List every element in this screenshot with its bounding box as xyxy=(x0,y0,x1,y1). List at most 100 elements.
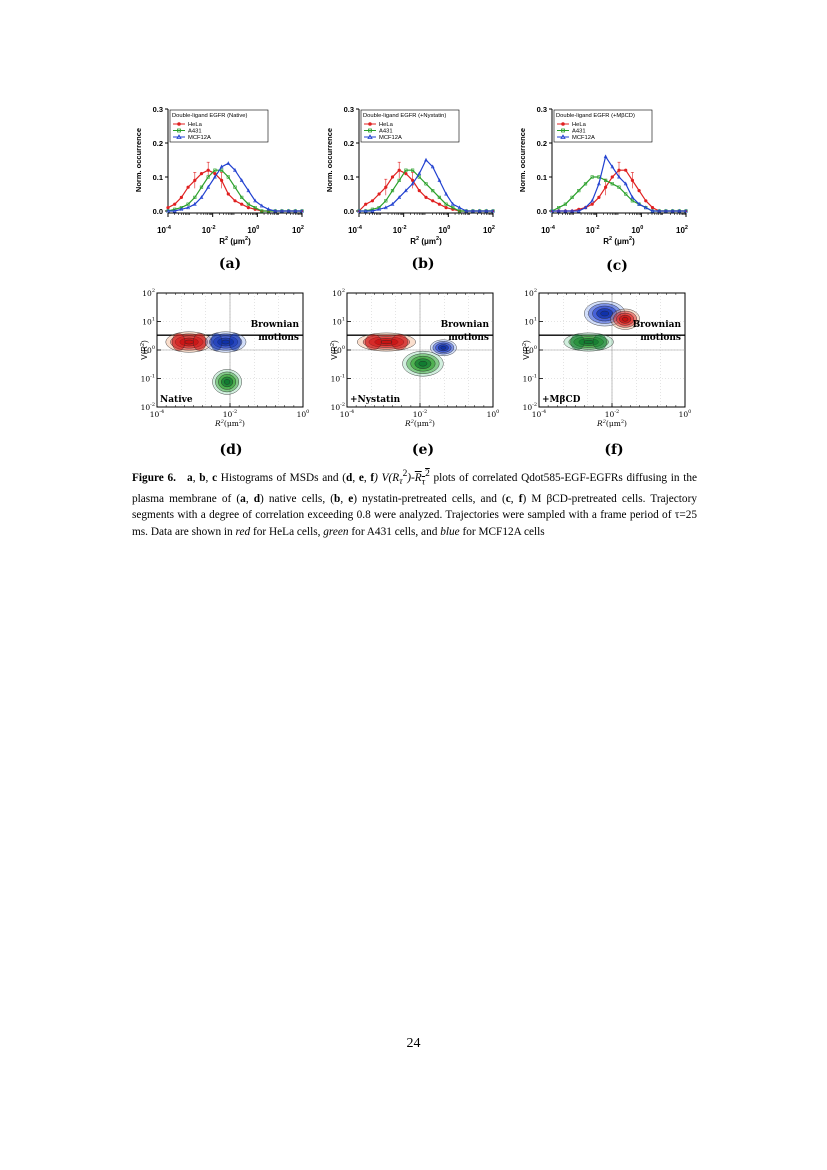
caption-ref-a: a xyxy=(240,492,246,505)
data-point xyxy=(410,181,415,186)
data-point xyxy=(173,202,177,206)
data-point xyxy=(617,168,621,172)
contour-level xyxy=(583,339,594,345)
data-point xyxy=(583,182,588,186)
contour-panel-d: 102 101 100 10-1 10-2 10-4 10-2 100 V(R2) R2(μm2)… xyxy=(135,285,315,435)
y-tick-label: 10-1 xyxy=(331,374,345,384)
y-tick-label: 0.2 xyxy=(537,139,547,148)
brownian-label: motions xyxy=(448,333,489,343)
series-a431 xyxy=(550,175,688,213)
data-point xyxy=(437,195,441,199)
data-point xyxy=(246,206,250,210)
data-point xyxy=(637,189,641,193)
series-line xyxy=(359,169,493,212)
data-point xyxy=(240,195,244,199)
caption-fig-label: Figure 6. xyxy=(132,471,176,484)
legend-marker xyxy=(368,122,372,126)
data-point xyxy=(220,178,224,182)
caption-text: ) native cells, ( xyxy=(260,492,335,505)
y-tick-label: 0.3 xyxy=(537,105,547,114)
data-point xyxy=(213,168,217,172)
data-point xyxy=(457,205,462,210)
x-tick-label: 100 xyxy=(487,409,500,419)
caption-ref-e: e xyxy=(358,471,364,484)
legend-label: HeLa xyxy=(188,122,203,128)
data-point xyxy=(624,168,628,172)
y-tick-label: 10-2 xyxy=(523,402,537,412)
brownian-label: Brownian xyxy=(633,320,682,330)
y-tick-label: 0.1 xyxy=(537,173,547,182)
data-point xyxy=(199,185,204,189)
data-point xyxy=(300,208,304,213)
page-number: 24 xyxy=(406,1036,421,1051)
contour-hela xyxy=(610,308,640,330)
y-axis-label: V(R2) xyxy=(330,340,339,360)
data-point xyxy=(644,199,648,203)
brownian-label: Brownian xyxy=(251,320,300,330)
x-tick-label: 100 xyxy=(679,409,692,419)
x-tick-label: 10-4 xyxy=(541,225,556,235)
series-line xyxy=(551,176,686,212)
data-point xyxy=(384,199,388,203)
data-point xyxy=(670,208,675,213)
data-point xyxy=(623,181,628,186)
data-point xyxy=(471,208,475,213)
caption-text: Histograms of MSDs and ( xyxy=(220,471,347,484)
caption-text: ) V(R xyxy=(374,471,400,484)
data-point xyxy=(213,174,217,179)
data-point xyxy=(199,172,204,176)
histogram-svg: 0.0 0.1 0.2 0.3 10-4 10-2 100 102 Norm. occurren… xyxy=(325,105,495,246)
x-tick-label: 10-4 xyxy=(532,409,546,419)
data-point xyxy=(437,202,441,206)
series-mcf12a xyxy=(550,154,688,213)
legend-marker xyxy=(367,134,373,139)
data-point xyxy=(444,206,448,210)
legend-marker xyxy=(368,128,372,133)
data-point xyxy=(206,184,211,189)
data-point xyxy=(206,175,210,179)
data-point xyxy=(199,195,204,199)
caption-ref-f: f xyxy=(370,471,375,484)
data-point xyxy=(397,178,401,182)
contour-level xyxy=(440,345,447,350)
y-tick-label: 10-2 xyxy=(141,402,155,412)
panel-label-f: (f) xyxy=(604,442,624,458)
caption-ref-e: e xyxy=(348,492,354,505)
data-point xyxy=(597,181,601,186)
data-point xyxy=(597,195,601,199)
data-point xyxy=(590,198,595,203)
data-point xyxy=(390,201,395,206)
contour-mcf xyxy=(204,331,247,353)
panel-label-d: (d) xyxy=(219,442,243,458)
data-point xyxy=(657,208,662,213)
caption-text: for MCF12A cells xyxy=(459,525,545,538)
series-line xyxy=(359,158,493,212)
data-point xyxy=(390,175,395,179)
y-tick-label: 0.2 xyxy=(153,139,163,148)
legend-marker xyxy=(176,134,182,139)
data-point xyxy=(377,192,381,196)
data-point xyxy=(464,208,469,213)
x-axis-label: R2 (μm2) xyxy=(603,236,635,246)
contour-panel-f: 102 101 100 10-1 10-2 10-4 10-2 100 V(R2) R2(μm2)… xyxy=(517,285,697,435)
data-point xyxy=(186,205,190,210)
data-point xyxy=(233,167,237,172)
caption-ref-b: b xyxy=(334,492,341,505)
y-tick-label: 0.2 xyxy=(344,139,354,148)
data-point xyxy=(624,192,628,196)
y-tick-label: 10-1 xyxy=(523,374,537,384)
data-point xyxy=(363,208,368,213)
y-tick-label: 101 xyxy=(332,317,345,327)
data-point xyxy=(364,202,368,206)
contour-a431 xyxy=(563,332,614,352)
data-point xyxy=(637,201,641,206)
contour-level xyxy=(184,339,194,345)
y-tick-label: 0.3 xyxy=(153,105,163,114)
data-point xyxy=(220,168,224,172)
data-point xyxy=(424,182,428,186)
legend-marker xyxy=(561,122,565,126)
caption-ref-c: c xyxy=(212,471,218,484)
data-point xyxy=(404,172,408,176)
histogram-panel-a: 0.0 0.1 0.2 0.3 10-4 10-2 100 102 Norm. occurren… xyxy=(132,100,312,250)
